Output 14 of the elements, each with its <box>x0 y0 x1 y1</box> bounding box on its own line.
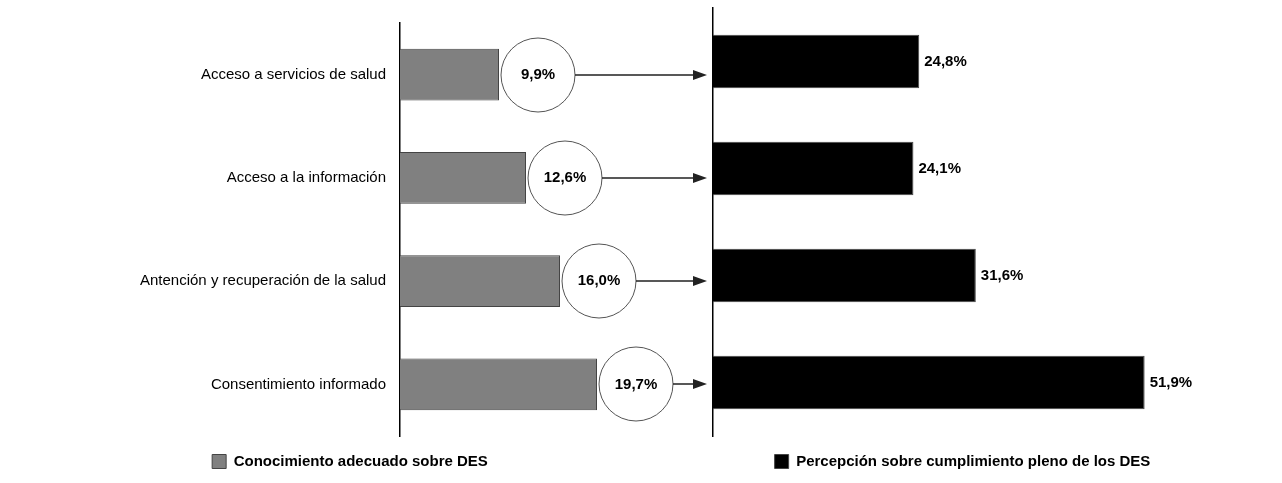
y-tick-label: Consentimiento informado <box>210 374 386 392</box>
data-label: 24,8% <box>924 51 967 69</box>
data-label: 16,0% <box>577 271 621 289</box>
data-label: 12,6% <box>543 168 587 186</box>
y-tick-label: Acceso a servicios de salud <box>200 64 386 82</box>
data-label: 9,9% <box>520 64 556 82</box>
data-label: 24,1% <box>918 158 961 176</box>
data-label: 19,7% <box>614 374 658 392</box>
y-tick-label: Antención y recuperación de la salud <box>140 271 386 289</box>
data-label: 31,6% <box>980 265 1024 283</box>
legend-label: Conocimiento adecuado sobre DES <box>233 451 488 469</box>
data-label: 51,9% <box>1149 372 1193 390</box>
legend-label: Percepción sobre cumplimiento pleno de los DES <box>796 451 1151 469</box>
y-tick-label: Acceso a la información <box>226 168 386 186</box>
